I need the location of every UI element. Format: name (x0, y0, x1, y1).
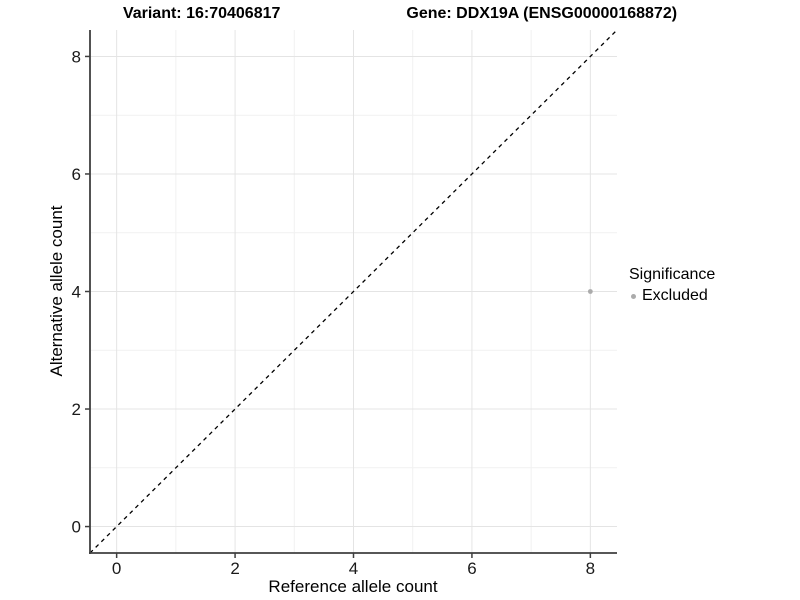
legend-item-excluded: Excluded (629, 287, 715, 305)
variant-title: Variant: 16:70406817 (122, 5, 281, 22)
identity-dashed-line (89, 29, 618, 554)
excluded-dot-icon (631, 293, 636, 299)
legend-item-label: Excluded (642, 287, 708, 304)
y-axis-title: Alternative allele count (47, 205, 66, 377)
x-tick-label: 8 (586, 559, 595, 578)
plot-title: Variant: 16:70406817 Gene: DDX19A (ENSG0… (0, 5, 800, 23)
x-tick-label: 0 (112, 559, 121, 578)
y-tick-label: 8 (72, 47, 81, 66)
data-point (587, 289, 593, 294)
x-tick-label: 4 (349, 559, 358, 578)
x-tick-label: 2 (230, 559, 239, 578)
y-tick-label: 4 (72, 283, 81, 302)
legend: Significance Excluded (629, 266, 715, 305)
legend-title: Significance (629, 266, 716, 283)
y-tick-label: 0 (72, 518, 81, 537)
y-tick-label: 6 (72, 165, 81, 184)
gene-title: Gene: DDX19A (ENSG00000168872) (406, 5, 678, 22)
x-axis-title: Reference allele count (268, 577, 438, 596)
y-tick-label: 2 (72, 400, 81, 419)
x-tick-label: 6 (467, 559, 476, 578)
